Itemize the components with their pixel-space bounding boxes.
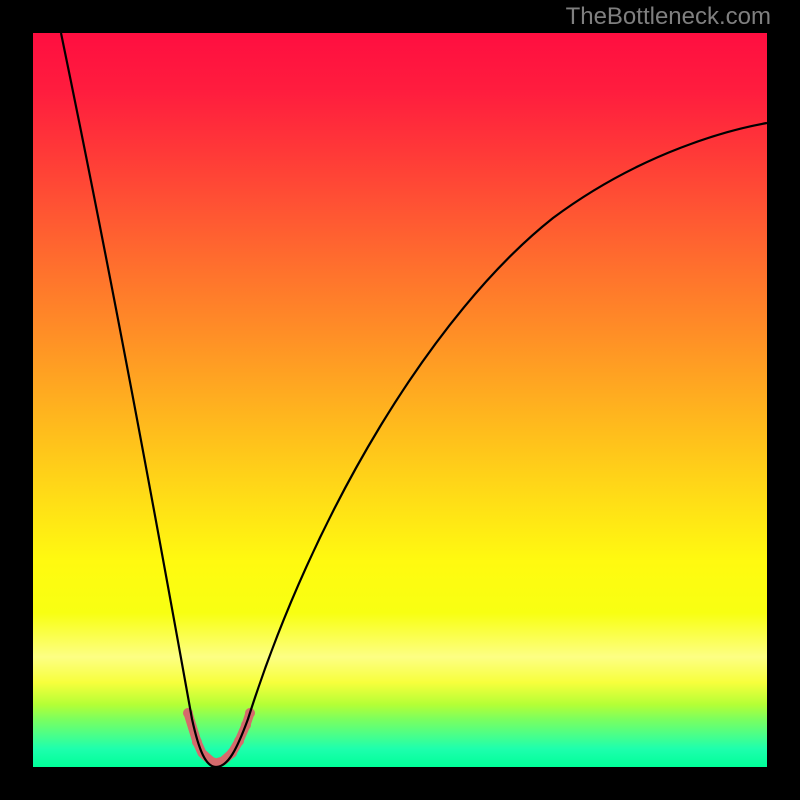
plot-area [33,33,767,767]
bottleneck-curve [61,33,767,767]
watermark-text: TheBottleneck.com [566,3,771,31]
chart-frame: TheBottleneck.com [0,0,800,800]
curve-layer [33,33,767,767]
